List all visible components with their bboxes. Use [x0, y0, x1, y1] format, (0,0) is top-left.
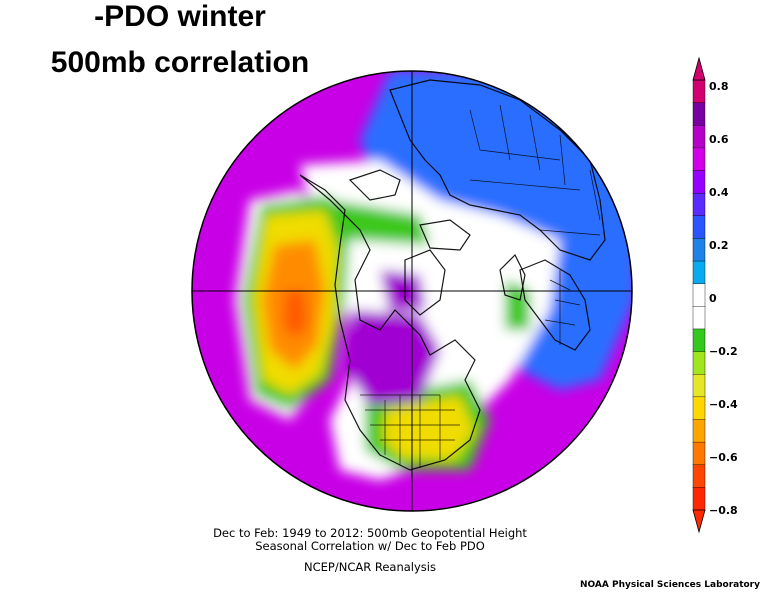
colorbar-tick-label: 0.8 [709, 80, 729, 93]
colorbar-swatch [692, 396, 706, 421]
coastline-north-america [299, 174, 481, 471]
field-region-strong-positive [345, 310, 440, 405]
colorbar-tick-label: −0.4 [709, 398, 738, 411]
colorbar-swatches [692, 79, 706, 511]
colorbar-swatch [692, 147, 706, 172]
field-region-negative [383, 395, 475, 460]
colorbar-swatch [692, 170, 706, 194]
colorbar-tick-label: 0.2 [709, 239, 729, 252]
caption-line-3: NCEP/NCAR Reanalysis [304, 560, 436, 574]
map-title-line-2: 500mb correlation [50, 46, 310, 79]
field-region-extreme-negative [283, 290, 308, 340]
colorbar-swatch [692, 441, 706, 466]
colorbar-swatch [692, 419, 706, 443]
colorbar-tick-labels: 0.8 0.6 0.4 0.2 0 −0.2 −0.4 −0.6 −0.8 [709, 80, 738, 517]
colorbar-arrow-bottom [692, 509, 706, 534]
map-title-line-1: -PDO winter [94, 0, 266, 33]
coastline-eurasia [389, 79, 606, 261]
coastline-europe [519, 259, 591, 351]
colorbar-swatch [692, 192, 706, 217]
coastline-greenland [404, 249, 446, 316]
colorbar-tick-label: 0 [709, 292, 717, 305]
colorbar-tick-label: 0.6 [709, 133, 729, 146]
coastline-arctic-islands [348, 169, 471, 251]
colorbar-swatch [692, 125, 706, 149]
colorbar-swatch [692, 215, 706, 240]
colorbar-tick-label: −0.6 [709, 451, 738, 464]
colorbar-swatch [692, 283, 706, 308]
colorbar-swatch [692, 351, 706, 375]
colorbar-swatch [692, 306, 706, 330]
colorbar-tick-label: −0.8 [709, 504, 738, 517]
colorbar-swatch [692, 328, 706, 353]
caption-line-1: Dec to Feb: 1949 to 2012: 500mb Geopoten… [213, 526, 527, 540]
colorbar-tick-label: −0.2 [709, 345, 738, 358]
field-region-weak-negative [330, 200, 430, 245]
coastlines [299, 79, 606, 471]
colorbar-swatch [692, 487, 706, 511]
colorbar-tick-label: 0.4 [709, 186, 729, 199]
credit-label: NOAA Physical Sciences Laboratory [579, 580, 760, 590]
colorbar-swatch [692, 374, 706, 398]
colorbar-swatch [692, 102, 706, 126]
globe-outline [191, 70, 633, 512]
colorbar-swatch [692, 238, 706, 262]
country-borders [360, 104, 601, 468]
graticule [192, 71, 632, 511]
colorbar-arrow-top [692, 56, 706, 81]
colorbar-swatch [692, 79, 706, 104]
caption-line-2: Seasonal Correlation w/ Dec to Feb PDO [255, 539, 485, 553]
colorbar-swatch [692, 260, 706, 285]
colorbar-swatch [692, 464, 706, 489]
